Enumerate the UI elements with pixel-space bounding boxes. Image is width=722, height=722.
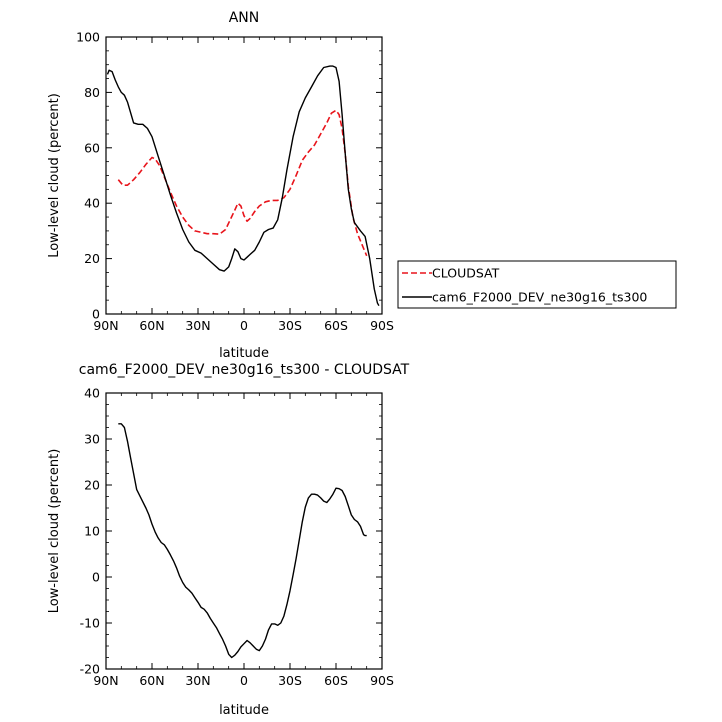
bottom-plot-frame <box>105 392 383 670</box>
bottom-axis-ticks: 90N 60N 30N 0 30S 60S 90S -20 -10 0 10 20 30 40 <box>80 386 394 689</box>
top-series-line-cloudsat <box>117 109 368 257</box>
bottom-y-tick-label: 20 <box>84 478 100 493</box>
bottom-y-tick-label: -20 <box>80 662 100 677</box>
top-y-tick-label: 40 <box>84 196 100 211</box>
bottom-y-axis-label: Low-level cloud (percent) <box>47 449 62 614</box>
top-x-tick-label: 60S <box>324 318 348 333</box>
top-x-tick-label: 0 <box>240 318 248 333</box>
bottom-y-tick-label: 0 <box>92 570 100 585</box>
legend: CLOUDSAT cam6_F2000_DEV_ne30g16_ts300 <box>397 260 677 309</box>
bottom-panel: cam6_F2000_DEV_ne30g16_ts300 - CLOUDSAT … <box>47 362 410 718</box>
legend-box <box>397 260 677 309</box>
bottom-x-tick-label: 60N <box>139 673 164 688</box>
top-x-axis-label: latitude <box>219 346 269 361</box>
top-x-tick-label: 90S <box>370 318 394 333</box>
bottom-chart-title: cam6_F2000_DEV_ne30g16_ts300 - CLOUDSAT <box>79 362 410 378</box>
top-y-axis-label: Low-level cloud (percent) <box>47 93 62 258</box>
top-y-tick-label: 80 <box>84 85 100 100</box>
top-y-tick-label: 0 <box>92 307 100 322</box>
top-axis-ticks: 90N 60N 30N 0 30S 60S 90S 0 20 40 60 80 100 <box>76 30 394 334</box>
top-panel: ANN 90N 60N 30N 0 30S 60S 90S 0 20 40 60 80 100 lati… <box>47 10 394 361</box>
bottom-y-tick-label: 10 <box>84 524 100 539</box>
bottom-x-tick-label: 90S <box>370 673 394 688</box>
bottom-x-axis-label: latitude <box>219 703 269 718</box>
top-plot-frame <box>105 36 383 315</box>
bottom-y-tick-label: 30 <box>84 432 100 447</box>
bottom-y-tick-label: -10 <box>80 616 100 631</box>
bottom-x-tick-label: 30N <box>185 673 210 688</box>
top-x-tick-label: 30S <box>278 318 302 333</box>
bottom-x-tick-label: 90N <box>93 673 118 688</box>
top-series-lines <box>106 65 380 307</box>
top-x-tick-label: 30N <box>185 318 210 333</box>
legend-label-cloudsat: CLOUDSAT <box>432 266 500 281</box>
top-y-tick-label: 100 <box>76 30 100 45</box>
top-series-line-cam6-f2000-dev-ne30g16-ts300 <box>106 65 380 307</box>
top-y-tick-label: 60 <box>84 140 100 155</box>
top-x-tick-label: 90N <box>93 318 118 333</box>
bottom-y-tick-label: 40 <box>84 386 100 401</box>
bottom-x-tick-label: 0 <box>240 673 248 688</box>
bottom-x-tick-label: 30S <box>278 673 302 688</box>
legend-label-model: cam6_F2000_DEV_ne30g16_ts300 <box>432 290 647 305</box>
top-y-tick-label: 20 <box>84 251 100 266</box>
top-chart-title: ANN <box>229 10 260 26</box>
bottom-series-lines <box>118 423 367 659</box>
bottom-x-tick-label: 60S <box>324 673 348 688</box>
bottom-series-line-difference <box>118 423 367 659</box>
top-x-tick-label: 60N <box>139 318 164 333</box>
